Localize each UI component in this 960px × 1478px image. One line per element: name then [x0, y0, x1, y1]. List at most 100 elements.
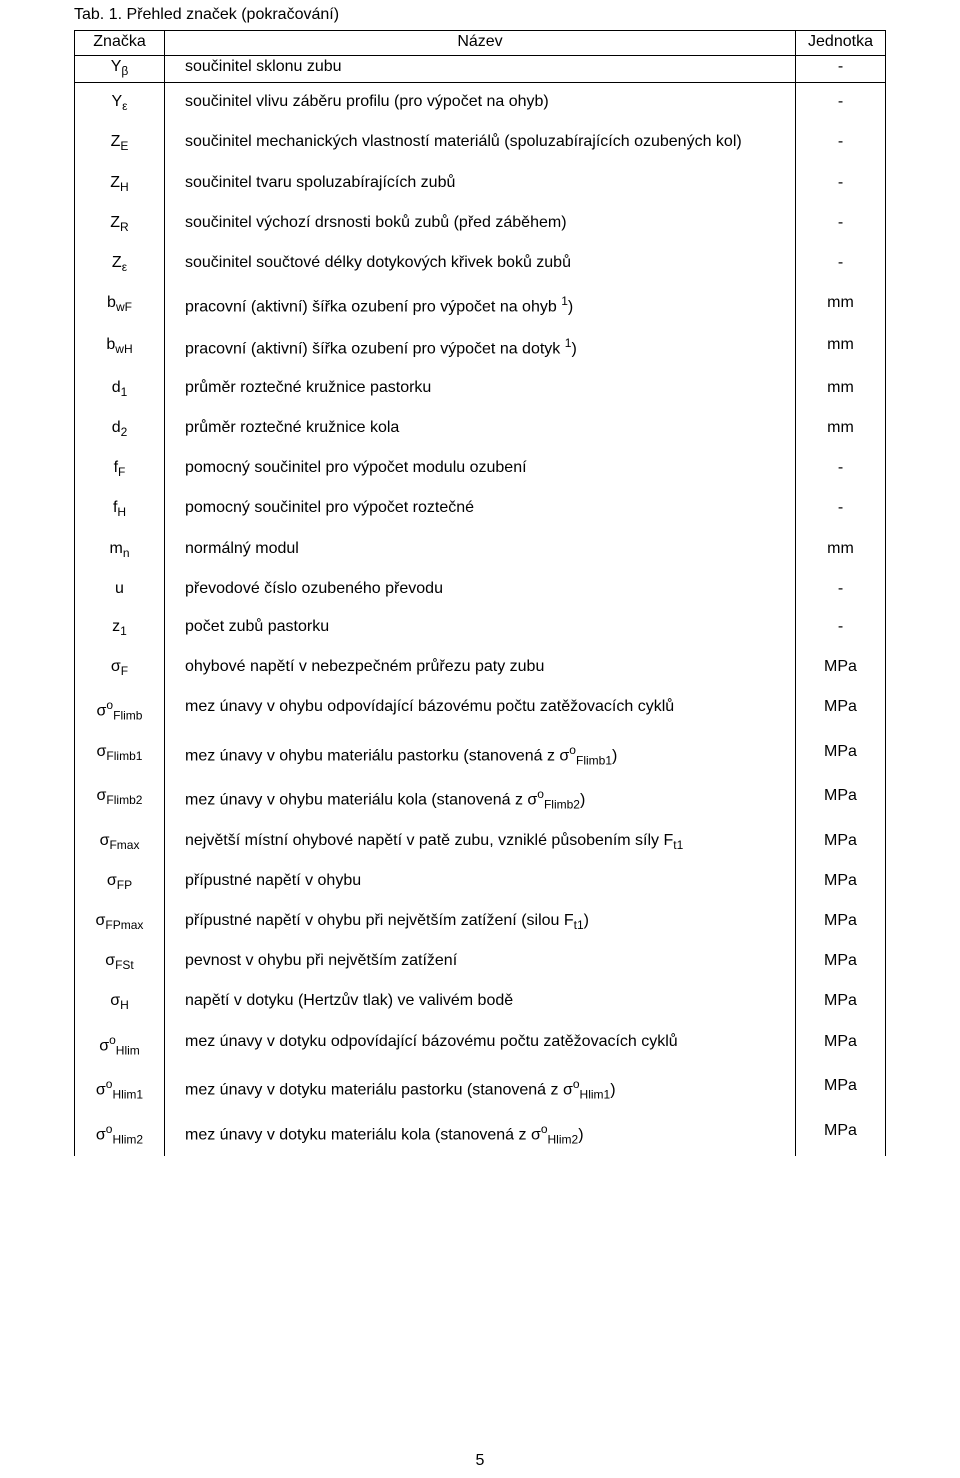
- cell-jednotka: MPa: [796, 688, 886, 733]
- table-row: σHnapětí v dotyku (Hertzův tlak) ve vali…: [75, 982, 886, 1022]
- cell-znacka: z1: [75, 608, 165, 648]
- table-row: σFPmaxpřípustné napětí v ohybu při nejvě…: [75, 902, 886, 942]
- cell-nazev: největší místní ohybové napětí v patě zu…: [165, 822, 796, 862]
- cell-jednotka: MPa: [796, 733, 886, 778]
- cell-znacka: σFlimb1: [75, 733, 165, 778]
- col-header-znacka: Značka: [75, 31, 165, 56]
- table-row: σFStpevnost v ohybu při největším zatíže…: [75, 942, 886, 982]
- cell-jednotka: MPa: [796, 1067, 886, 1112]
- cell-znacka: σoHlim: [75, 1023, 165, 1068]
- cell-znacka: σFlimb2: [75, 777, 165, 822]
- cell-jednotka: -: [796, 244, 886, 284]
- cell-jednotka: MPa: [796, 1023, 886, 1068]
- table-row: σoHlim2mez únavy v dotyku materiálu kola…: [75, 1112, 886, 1157]
- table-row: fHpomocný součinitel pro výpočet roztečn…: [75, 489, 886, 529]
- table-row: Yβsoučinitel sklonu zubu-: [75, 56, 886, 83]
- table-row: ZHsoučinitel tvaru spoluzabírajících zub…: [75, 164, 886, 204]
- table-row: ZRsoučinitel výchozí drsnosti boků zubů …: [75, 204, 886, 244]
- cell-nazev: mez únavy v ohybu materiálu kola (stanov…: [165, 777, 796, 822]
- col-header-jednotka: Jednotka: [796, 31, 886, 56]
- cell-nazev: součinitel sklonu zubu: [165, 56, 796, 83]
- cell-znacka: bwF: [75, 284, 165, 326]
- cell-jednotka: -: [796, 56, 886, 83]
- cell-nazev: přípustné napětí v ohybu při největším z…: [165, 902, 796, 942]
- cell-jednotka: -: [796, 489, 886, 529]
- cell-jednotka: -: [796, 449, 886, 489]
- table-row: σoHlim1mez únavy v dotyku materiálu past…: [75, 1067, 886, 1112]
- table-row: Yεsoučinitel vlivu záběru profilu (pro v…: [75, 83, 886, 124]
- page-number: 5: [0, 1452, 960, 1470]
- cell-nazev: přípustné napětí v ohybu: [165, 862, 796, 902]
- cell-znacka: u: [75, 570, 165, 608]
- cell-nazev: součinitel součtové délky dotykových kři…: [165, 244, 796, 284]
- cell-znacka: σoHlim1: [75, 1067, 165, 1112]
- cell-jednotka: MPa: [796, 982, 886, 1022]
- table-row: bwFpracovní (aktivní) šířka ozubení pro …: [75, 284, 886, 326]
- cell-nazev: pracovní (aktivní) šířka ozubení pro výp…: [165, 284, 796, 326]
- cell-nazev: mez únavy v dotyku materiálu kola (stano…: [165, 1112, 796, 1157]
- table-row: Zεsoučinitel součtové délky dotykových k…: [75, 244, 886, 284]
- cell-jednotka: MPa: [796, 862, 886, 902]
- table-row: σoFlimbmez únavy v ohybu odpovídající bá…: [75, 688, 886, 733]
- cell-znacka: d1: [75, 369, 165, 409]
- cell-nazev: pevnost v ohybu při největším zatížení: [165, 942, 796, 982]
- cell-nazev: počet zubů pastorku: [165, 608, 796, 648]
- table-title: Tab. 1. Přehled značek (pokračování): [74, 6, 886, 24]
- cell-nazev: součinitel tvaru spoluzabírajících zubů: [165, 164, 796, 204]
- cell-nazev: mez únavy v dotyku materiálu pastorku (s…: [165, 1067, 796, 1112]
- table-row: fFpomocný součinitel pro výpočet modulu …: [75, 449, 886, 489]
- table-row: σFlimb1mez únavy v ohybu materiálu pasto…: [75, 733, 886, 778]
- cell-znacka: σFP: [75, 862, 165, 902]
- table-row: σoHlimmez únavy v dotyku odpovídající bá…: [75, 1023, 886, 1068]
- cell-znacka: bwH: [75, 326, 165, 368]
- cell-znacka: σFmax: [75, 822, 165, 862]
- cell-jednotka: -: [796, 164, 886, 204]
- cell-znacka: ZH: [75, 164, 165, 204]
- cell-nazev: pracovní (aktivní) šířka ozubení pro výp…: [165, 326, 796, 368]
- table-row: z1počet zubů pastorku-: [75, 608, 886, 648]
- cell-jednotka: -: [796, 204, 886, 244]
- cell-nazev: mez únavy v dotyku odpovídající bázovému…: [165, 1023, 796, 1068]
- table-header-row: Značka Název Jednotka: [75, 31, 886, 56]
- cell-znacka: Yβ: [75, 56, 165, 83]
- cell-znacka: σFPmax: [75, 902, 165, 942]
- cell-znacka: σoHlim2: [75, 1112, 165, 1157]
- cell-jednotka: MPa: [796, 902, 886, 942]
- cell-znacka: d2: [75, 409, 165, 449]
- symbols-table: Značka Název Jednotka Yβsoučinitel sklon…: [74, 30, 886, 1156]
- cell-jednotka: -: [796, 608, 886, 648]
- cell-nazev: mez únavy v ohybu materiálu pastorku (st…: [165, 733, 796, 778]
- table-row: mnnormálný modulmm: [75, 530, 886, 570]
- cell-znacka: mn: [75, 530, 165, 570]
- table-row: σFPpřípustné napětí v ohybuMPa: [75, 862, 886, 902]
- cell-nazev: součinitel mechanických vlastností mater…: [165, 123, 796, 163]
- cell-jednotka: -: [796, 83, 886, 124]
- cell-znacka: Zε: [75, 244, 165, 284]
- cell-jednotka: -: [796, 570, 886, 608]
- cell-nazev: mez únavy v ohybu odpovídající bázovému …: [165, 688, 796, 733]
- cell-nazev: průměr roztečné kružnice kola: [165, 409, 796, 449]
- cell-jednotka: MPa: [796, 942, 886, 982]
- cell-jednotka: -: [796, 123, 886, 163]
- cell-znacka: σoFlimb: [75, 688, 165, 733]
- table-row: σFlimb2mez únavy v ohybu materiálu kola …: [75, 777, 886, 822]
- cell-znacka: Yε: [75, 83, 165, 124]
- cell-nazev: napětí v dotyku (Hertzův tlak) ve valivé…: [165, 982, 796, 1022]
- cell-jednotka: MPa: [796, 648, 886, 688]
- table-row: upřevodové číslo ozubeného převodu-: [75, 570, 886, 608]
- page: Tab. 1. Přehled značek (pokračování) Zna…: [0, 0, 960, 1478]
- col-header-nazev: Název: [165, 31, 796, 56]
- cell-znacka: ZE: [75, 123, 165, 163]
- cell-znacka: σFSt: [75, 942, 165, 982]
- table-row: σFmaxnejvětší místní ohybové napětí v pa…: [75, 822, 886, 862]
- cell-znacka: fF: [75, 449, 165, 489]
- cell-jednotka: MPa: [796, 1112, 886, 1157]
- cell-znacka: σH: [75, 982, 165, 1022]
- cell-jednotka: mm: [796, 326, 886, 368]
- cell-nazev: normálný modul: [165, 530, 796, 570]
- cell-nazev: pomocný součinitel pro výpočet roztečné: [165, 489, 796, 529]
- table-row: ZEsoučinitel mechanických vlastností mat…: [75, 123, 886, 163]
- cell-znacka: fH: [75, 489, 165, 529]
- cell-nazev: pomocný součinitel pro výpočet modulu oz…: [165, 449, 796, 489]
- table-body: Yβsoučinitel sklonu zubu-Yεsoučinitel vl…: [75, 56, 886, 1157]
